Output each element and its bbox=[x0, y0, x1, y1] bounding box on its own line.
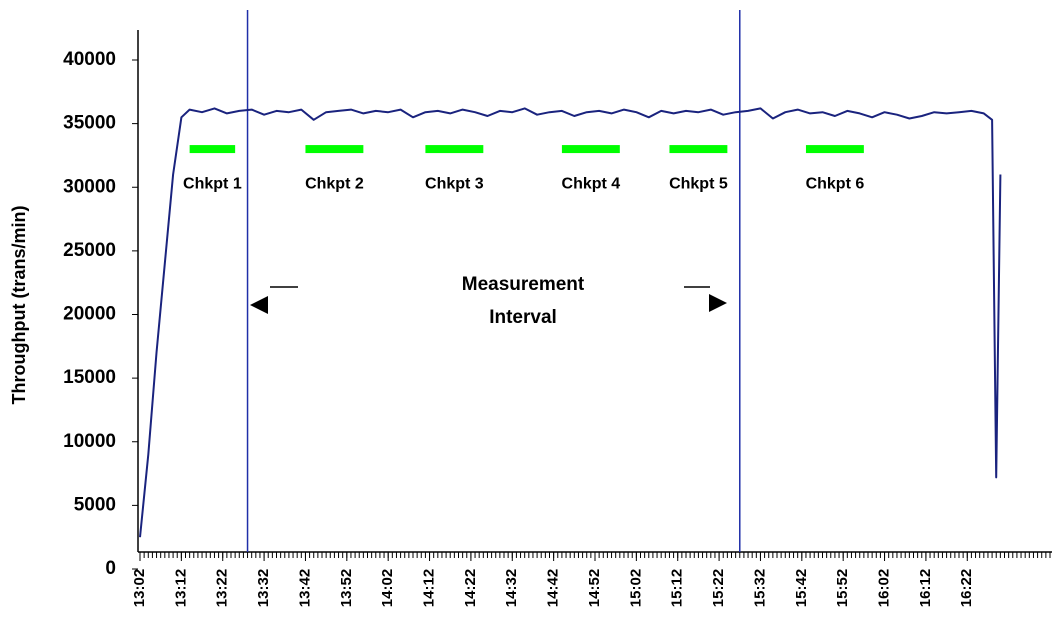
arrow-right bbox=[709, 294, 727, 312]
x-tick-label: 16:02 bbox=[876, 569, 893, 607]
x-tick-label: 14:52 bbox=[586, 569, 603, 607]
checkpoint-bar bbox=[805, 145, 864, 154]
x-tick-label: 13:12 bbox=[172, 569, 189, 607]
y-tick-label: 15000 bbox=[63, 367, 116, 388]
y-tick-label: 5000 bbox=[74, 494, 116, 515]
x-tick-label: 14:22 bbox=[462, 569, 479, 607]
checkpoint-bar bbox=[561, 145, 620, 154]
x-tick-label: 13:02 bbox=[131, 569, 148, 607]
checkpoint-bar bbox=[189, 145, 236, 154]
checkpoint-label: Chkpt 4 bbox=[562, 175, 621, 192]
y-tick-label: 0 bbox=[105, 558, 116, 579]
x-tick-label: 13:52 bbox=[338, 569, 355, 607]
x-tick-label: 14:12 bbox=[421, 569, 438, 607]
x-tick-label: 15:42 bbox=[793, 569, 810, 607]
y-tick-label: 25000 bbox=[63, 240, 116, 261]
x-tick-label: 14:02 bbox=[379, 569, 396, 607]
x-tick-label: 13:42 bbox=[296, 569, 313, 607]
y-tick-label: 10000 bbox=[63, 431, 116, 452]
checkpoint-label: Chkpt 3 bbox=[425, 175, 484, 192]
y-tick-label: 35000 bbox=[63, 113, 116, 134]
x-tick-label: 15:02 bbox=[627, 569, 644, 607]
throughput-line bbox=[139, 107, 1002, 538]
x-tick-label: 13:32 bbox=[255, 569, 272, 607]
checkpoint-bar bbox=[425, 145, 484, 154]
checkpoint-bar bbox=[669, 145, 728, 154]
x-tick-label: 15:12 bbox=[669, 569, 686, 607]
y-tick-label: 40000 bbox=[63, 49, 116, 70]
x-tick-label: 15:32 bbox=[751, 569, 768, 607]
x-tick-label: 14:32 bbox=[503, 569, 520, 607]
x-tick-label: 14:42 bbox=[545, 569, 562, 607]
checkpoint-label: Chkpt 6 bbox=[806, 175, 865, 192]
x-tick-label: 16:12 bbox=[917, 569, 934, 607]
arrow-left bbox=[250, 296, 268, 314]
annotation: Measurement bbox=[462, 274, 585, 295]
annotation: Interval bbox=[489, 307, 557, 328]
checkpoint-bar bbox=[305, 145, 364, 154]
x-tick-label: 15:52 bbox=[834, 569, 851, 607]
checkpoint-label: Chkpt 1 bbox=[183, 175, 242, 192]
y-axis-label: Throughput (trans/min) bbox=[9, 206, 29, 405]
x-tick-label: 15:22 bbox=[710, 569, 727, 607]
checkpoint-label: Chkpt 2 bbox=[305, 175, 364, 192]
y-tick-label: 20000 bbox=[63, 304, 116, 325]
x-tick-label: 16:22 bbox=[958, 569, 975, 607]
y-tick-label: 30000 bbox=[63, 176, 116, 197]
x-tick-label: 13:22 bbox=[214, 569, 231, 607]
checkpoint-label: Chkpt 5 bbox=[669, 175, 728, 192]
